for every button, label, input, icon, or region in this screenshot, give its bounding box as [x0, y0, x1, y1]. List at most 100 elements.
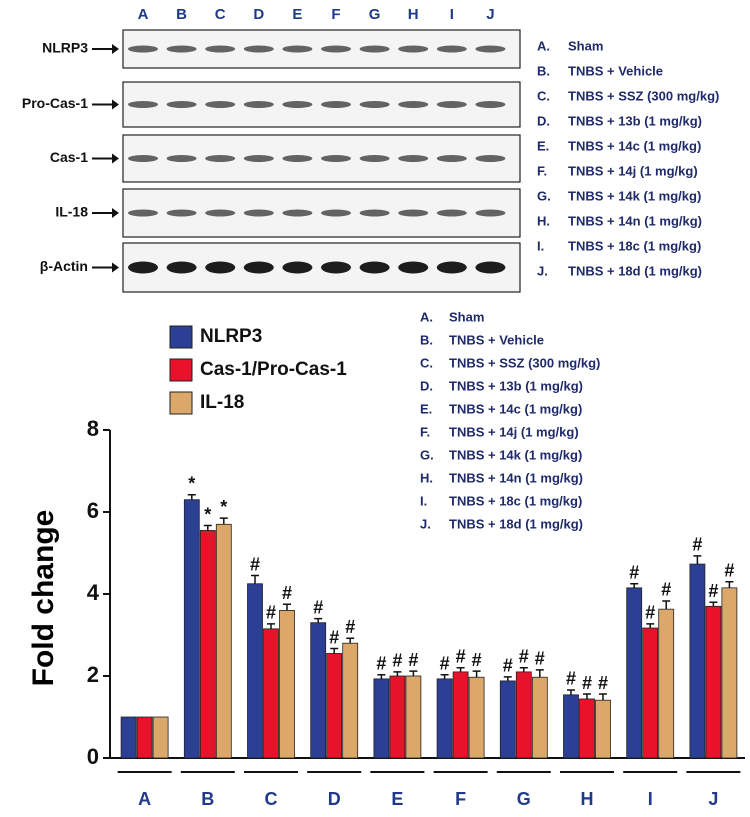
legend-letter: H.: [537, 213, 550, 228]
error-bar: [567, 689, 575, 695]
bar: [342, 642, 359, 759]
significance-mark: #: [266, 603, 276, 623]
significance-mark: *: [188, 474, 195, 494]
band: [321, 261, 351, 274]
bar: [626, 587, 643, 759]
error-bar: [330, 647, 339, 654]
legend-text: TNBS + 14c (1 mg/kg): [568, 138, 701, 153]
significance-mark: #: [519, 647, 529, 667]
band: [282, 155, 313, 162]
legend-label: IL-18: [200, 392, 244, 413]
significance-mark: *: [204, 504, 211, 524]
significance-mark: #: [692, 535, 702, 555]
group-legend-letter: G.: [420, 447, 434, 462]
lane-label: C: [215, 6, 226, 23]
lane-label: E: [292, 6, 302, 23]
lane-label: H: [408, 6, 419, 23]
bar: [595, 699, 611, 759]
significance-mark: #: [582, 673, 592, 693]
lane-label: J: [486, 6, 494, 23]
band: [166, 101, 197, 108]
x-tick-label: E: [391, 789, 403, 809]
legend-text: TNBS + Vehicle: [568, 63, 663, 78]
error-bar: [187, 494, 196, 500]
error-bar: [267, 623, 275, 629]
band: [321, 45, 351, 53]
group-legend-text: TNBS + 14c (1 mg/kg): [449, 401, 582, 416]
significance-mark: #: [282, 583, 292, 603]
band: [243, 45, 274, 53]
error-bar: [251, 574, 259, 584]
band: [205, 209, 236, 217]
legend-letter: D.: [537, 113, 550, 128]
legend-letter: B.: [537, 63, 550, 78]
legend-letter: E.: [537, 138, 549, 153]
band: [243, 101, 274, 108]
error-bar: [583, 693, 591, 699]
band: [475, 155, 506, 162]
band: [205, 45, 236, 53]
significance-mark: #: [503, 656, 513, 676]
x-tick-label: G: [517, 789, 531, 809]
bar: [579, 698, 595, 759]
significance-mark: *: [220, 497, 227, 517]
group-legend-text: TNBS + 14j (1 mg/kg): [449, 424, 579, 439]
group-legend-letter: J.: [420, 516, 431, 531]
legend-text: TNBS + SSZ (300 mg/kg): [568, 88, 719, 103]
band: [282, 261, 313, 274]
band: [166, 155, 197, 162]
significance-mark: #: [708, 581, 718, 601]
arrow-head: [112, 44, 119, 54]
band: [475, 261, 506, 274]
band: [128, 209, 158, 217]
lane-label: G: [369, 6, 381, 23]
significance-mark: #: [329, 627, 339, 647]
row-label: Cas-1: [50, 149, 88, 165]
x-tick-label: A: [138, 789, 151, 809]
bar: [721, 587, 738, 759]
legend-letter: F.: [537, 163, 547, 178]
y-tick-label: 0: [87, 744, 99, 769]
group-legend-text: TNBS + 14n (1 mg/kg): [449, 470, 583, 485]
legend-label: NLRP3: [200, 326, 262, 347]
group-legend-letter: F.: [420, 424, 430, 439]
y-tick-label: 4: [87, 580, 100, 605]
error-bar: [456, 667, 465, 672]
error-bar: [646, 623, 655, 629]
bar: [689, 563, 706, 759]
error-bar: [283, 603, 291, 611]
error-bar: [725, 580, 734, 588]
band: [436, 45, 467, 53]
significance-mark: #: [645, 603, 655, 623]
lane-label: B: [176, 6, 187, 23]
arrow-head: [112, 99, 119, 110]
group-legend-letter: H.: [420, 470, 433, 485]
legend-letter: A.: [537, 38, 550, 53]
bar: [531, 676, 548, 759]
bar: [310, 622, 327, 759]
significance-mark: #: [456, 647, 466, 667]
legend-swatch: [169, 325, 193, 349]
group-legend-letter: A.: [420, 309, 433, 324]
bar: [215, 523, 232, 759]
bar: [389, 675, 406, 759]
arrow-head: [112, 208, 119, 218]
significance-mark: #: [661, 580, 671, 600]
error-bar: [346, 637, 355, 644]
error-bar: [314, 617, 323, 623]
y-tick-label: 6: [87, 498, 99, 523]
band: [128, 45, 158, 53]
bar: [468, 676, 485, 759]
x-tick-label: I: [648, 789, 653, 809]
row-label: IL-18: [55, 204, 88, 220]
band: [128, 261, 158, 274]
legend-letter: C.: [537, 88, 550, 103]
y-tick-label: 2: [87, 662, 99, 687]
x-tick-label: J: [708, 789, 718, 809]
legend-text: TNBS + 14n (1 mg/kg): [568, 213, 702, 228]
x-tick-label: B: [201, 789, 214, 809]
bar: [515, 671, 532, 759]
x-tick-label: F: [455, 789, 466, 809]
group-legend-text: TNBS + 18d (1 mg/kg): [449, 516, 583, 531]
bar: [563, 694, 579, 759]
